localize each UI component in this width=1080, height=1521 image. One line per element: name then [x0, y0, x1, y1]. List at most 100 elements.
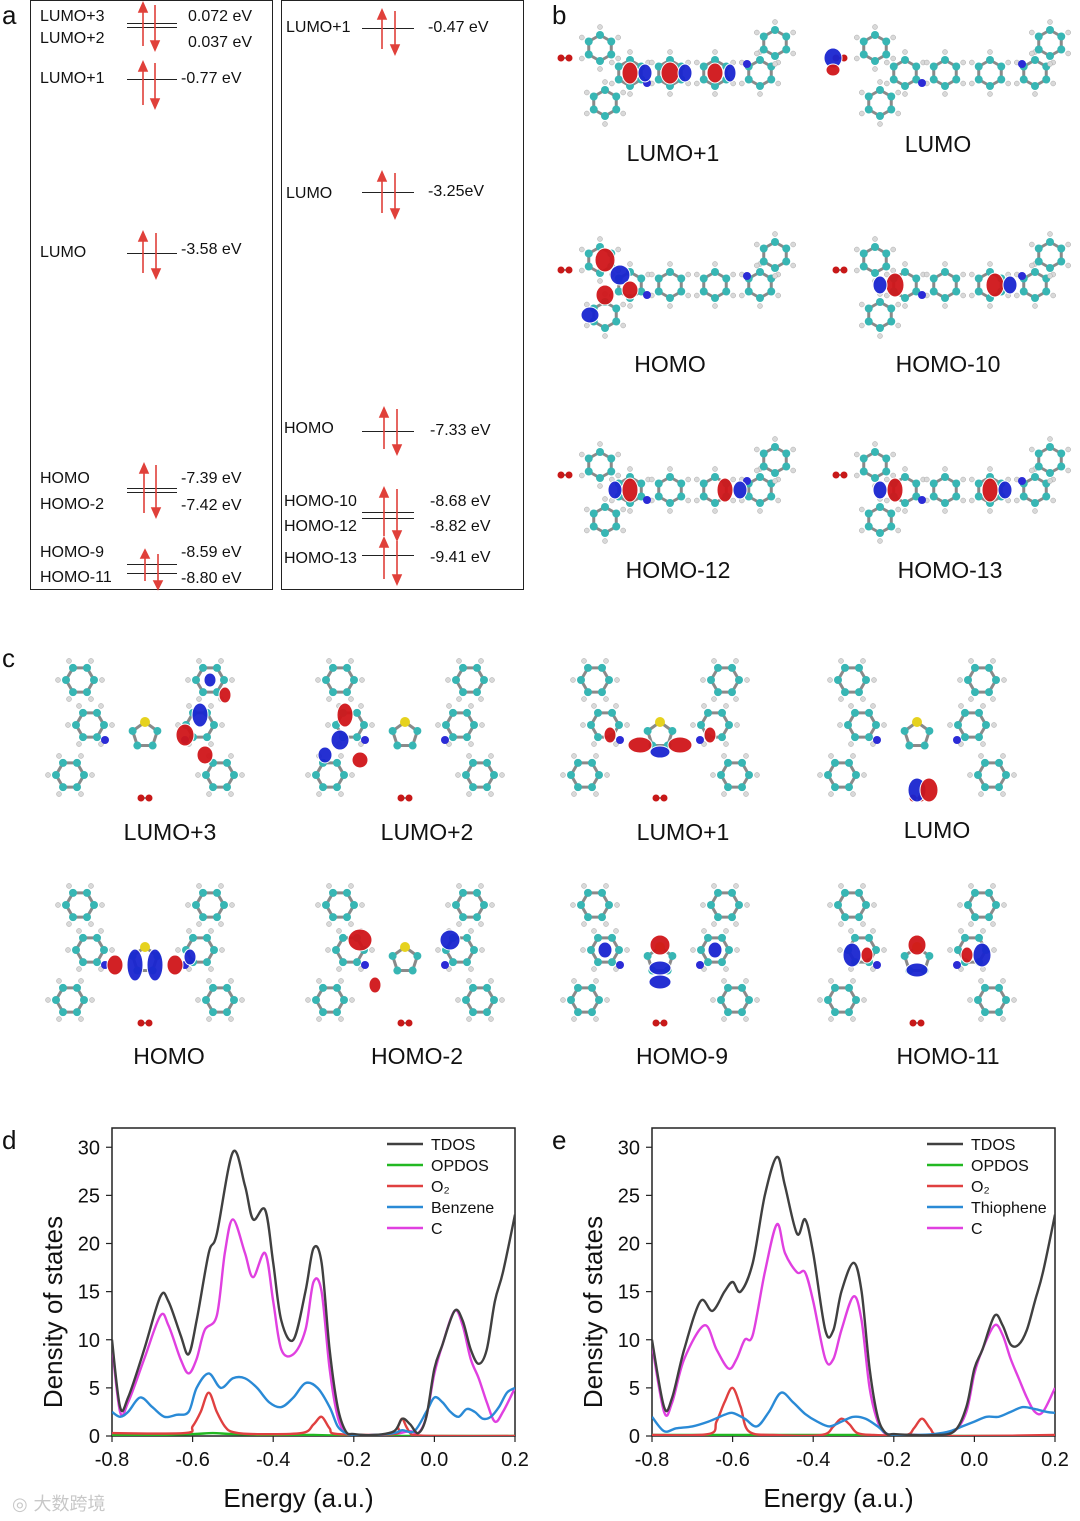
hydrogen-atom	[615, 246, 621, 253]
carbon-atom	[339, 958, 347, 967]
oxygen-atom	[405, 1019, 413, 1027]
carbon-atom	[756, 268, 764, 276]
carbon-atom	[463, 933, 471, 942]
carbon-atom	[1002, 771, 1010, 779]
carbon-atom	[584, 50, 593, 59]
series-line-c	[652, 1223, 1055, 1436]
hydrogen-atom	[593, 978, 599, 984]
hydrogen-atom	[1032, 303, 1038, 309]
carbon-atom	[759, 45, 768, 54]
hydrogen-atom	[902, 261, 908, 267]
hydrogen-atom	[980, 928, 986, 934]
hydrogen-atom	[877, 79, 883, 85]
hydrogen-atom	[881, 722, 887, 728]
hydrogen-atom	[942, 49, 948, 55]
hydrogen-atom	[987, 466, 993, 472]
carbon-atom	[845, 783, 853, 792]
carbon-atom	[961, 708, 969, 717]
carbon-atom	[388, 726, 397, 735]
carbon-atom	[711, 268, 719, 276]
hydrogen-atom	[620, 527, 626, 534]
carbon-atom	[871, 57, 879, 65]
carbon-atom	[223, 983, 231, 992]
hydrogen-atom	[980, 703, 986, 709]
hydrogen-atom	[229, 677, 235, 683]
carbon-atom	[1002, 996, 1010, 1004]
orbital-label: HOMO-9	[636, 1043, 728, 1069]
carbon-atom	[83, 888, 91, 897]
carbon-atom	[473, 663, 481, 672]
hydrogen-atom	[754, 29, 760, 36]
hydrogen-atom	[175, 947, 181, 953]
carbon-atom	[459, 913, 467, 922]
hydrogen-atom	[316, 978, 322, 984]
carbon-atom	[971, 663, 979, 672]
oxygen-atom	[660, 794, 668, 802]
carbon-atom	[340, 771, 348, 779]
level-value: -8.59 eV	[181, 544, 242, 561]
hydrogen-atom	[712, 303, 718, 309]
series-group	[112, 1149, 515, 1436]
orbital-lobe	[317, 746, 333, 764]
carbon-atom	[452, 676, 460, 684]
carbon-atom	[483, 1008, 491, 1017]
carbon-atom	[759, 244, 768, 253]
carbon-atom	[876, 298, 884, 306]
hydrogen-atom	[860, 883, 866, 889]
hydrogen-atom	[860, 658, 866, 664]
hydrogen-atom	[711, 921, 717, 927]
carbon-atom	[872, 721, 880, 729]
carbon-atom	[459, 888, 467, 897]
molecule-b	[832, 436, 1071, 544]
orbital-lobe	[594, 247, 616, 273]
carbon-atom	[614, 62, 623, 71]
carbon-atom	[202, 771, 210, 779]
orbital-lobe	[607, 480, 623, 500]
hydrogen-atom	[947, 722, 953, 728]
carbon-atom	[851, 733, 859, 742]
hydrogen-atom	[987, 261, 993, 267]
carbon-atom	[728, 913, 736, 922]
hydrogen-atom	[76, 741, 82, 747]
hydrogen-atom	[597, 24, 603, 30]
hydrogen-atom	[733, 921, 739, 927]
hydrogen-atom	[456, 921, 462, 927]
hydrogen-atom	[978, 978, 984, 984]
hydrogen-atom	[967, 997, 973, 1003]
carbon-atom	[333, 783, 341, 792]
hydrogen-atom	[615, 472, 621, 479]
carbon-atom	[360, 721, 368, 729]
carbon-atom	[889, 62, 898, 71]
orbital-label: LUMO+2	[380, 819, 474, 845]
hydrogen-atom	[987, 49, 993, 55]
carbon-atom	[388, 951, 397, 960]
carbon-atom	[62, 901, 70, 909]
carbon-atom	[442, 721, 450, 729]
carbon-atom	[594, 958, 602, 967]
nitrogen-atom	[743, 60, 751, 68]
carbon-atom	[584, 688, 592, 697]
carbon-atom	[596, 31, 604, 39]
carbon-atom	[714, 913, 722, 922]
level-name: LUMO+2	[40, 30, 105, 47]
hydrogen-atom	[861, 997, 867, 1003]
hydrogen-atom	[1050, 497, 1056, 504]
hydrogen-atom	[969, 271, 975, 278]
hydrogen-atom	[336, 966, 342, 972]
carbon-atom	[744, 287, 753, 296]
hydrogen-atom	[584, 322, 590, 329]
carbon-atom	[851, 708, 859, 717]
carbon-atom	[601, 112, 609, 120]
hydrogen-atom	[45, 772, 51, 778]
carbon-atom	[588, 983, 596, 992]
carbon-atom	[90, 901, 98, 909]
carbon-atom	[79, 708, 87, 717]
carbon-atom	[952, 492, 961, 501]
carbon-atom	[615, 721, 623, 729]
hydrogen-atom	[827, 677, 833, 683]
hydrogen-atom	[828, 1016, 834, 1022]
carbon-atom	[862, 901, 870, 909]
carbon-atom	[596, 474, 604, 482]
carbon-atom	[974, 492, 983, 501]
carbon-atom	[93, 733, 101, 742]
